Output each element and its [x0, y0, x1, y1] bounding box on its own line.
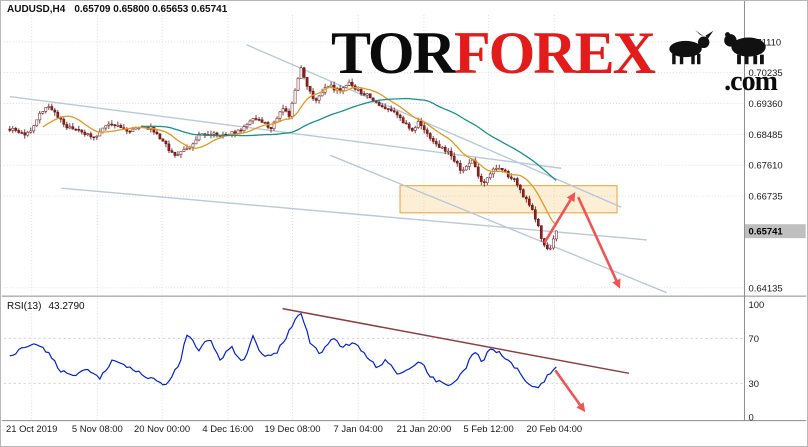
- svg-text:70: 70: [748, 334, 759, 345]
- svg-text:0.67610: 0.67610: [748, 161, 782, 172]
- svg-text:7 Jan 04:00: 7 Jan 04:00: [334, 424, 383, 435]
- svg-text:0.70235: 0.70235: [748, 68, 782, 79]
- svg-text:20 Nov 00:00: 20 Nov 00:00: [134, 424, 190, 435]
- svg-text:0.71110: 0.71110: [748, 37, 781, 48]
- svg-text:20 Feb 04:00: 20 Feb 04:00: [527, 424, 583, 435]
- svg-text:0.66735: 0.66735: [748, 192, 782, 203]
- svg-text:30: 30: [748, 379, 759, 390]
- svg-text:0: 0: [748, 413, 753, 424]
- svg-text:4 Dec 16:00: 4 Dec 16:00: [202, 424, 253, 435]
- svg-text:5 Nov 08:00: 5 Nov 08:00: [72, 424, 123, 435]
- svg-text:100: 100: [748, 300, 764, 311]
- svg-text:0.68485: 0.68485: [748, 130, 782, 141]
- svg-text:0.69360: 0.69360: [748, 99, 782, 110]
- svg-text:5 Feb 12:00: 5 Feb 12:00: [463, 424, 513, 435]
- svg-text:0.65741: 0.65741: [748, 227, 782, 238]
- svg-text:0.64135: 0.64135: [748, 283, 782, 294]
- svg-text:21 Jan 20:00: 21 Jan 20:00: [397, 424, 452, 435]
- svg-text:21 Oct 2019: 21 Oct 2019: [6, 424, 57, 435]
- svg-text:19 Dec 08:00: 19 Dec 08:00: [264, 424, 320, 435]
